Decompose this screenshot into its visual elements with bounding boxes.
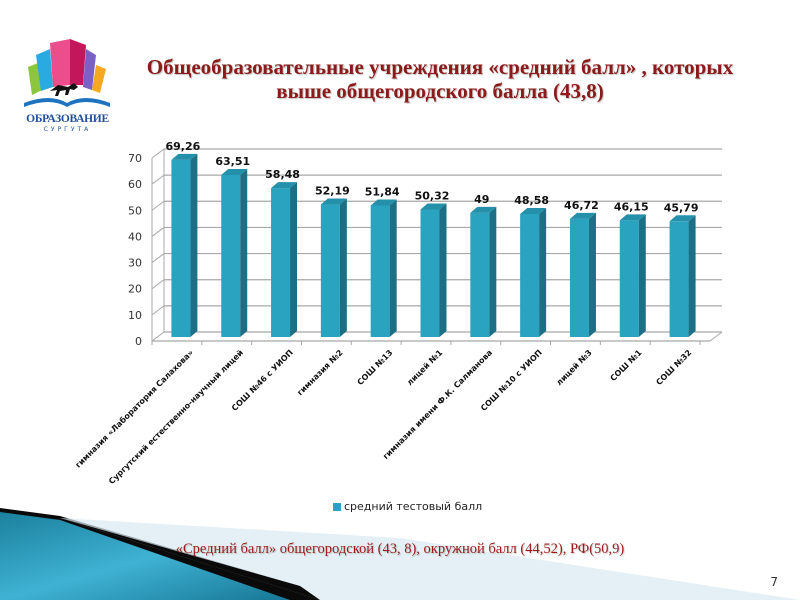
y-tick-label: 0 bbox=[135, 335, 142, 348]
bar bbox=[320, 198, 347, 337]
bar bbox=[470, 206, 497, 337]
x-category-label: гимназия имени Ф.К. Салманова bbox=[381, 348, 494, 461]
bar bbox=[271, 182, 298, 337]
y-tick-label: 30 bbox=[128, 257, 142, 270]
bar bbox=[569, 212, 596, 337]
logo: ОБРАЗОВАНИЕ СУРГУТА bbox=[20, 35, 115, 135]
data-label: 46,72 bbox=[564, 199, 599, 212]
x-category-label: лицей №1 bbox=[405, 348, 444, 387]
y-tick-label: 70 bbox=[128, 152, 142, 165]
slide-title-line2: выше общегородского балла (43,8) bbox=[276, 79, 604, 103]
x-category-label: лицей №3 bbox=[555, 348, 594, 387]
data-label: 45,79 bbox=[664, 201, 699, 214]
y-tick-label: 40 bbox=[128, 230, 142, 243]
legend-swatch bbox=[333, 502, 341, 511]
chart-legend: средний тестовый балл bbox=[333, 500, 482, 513]
y-tick-label: 10 bbox=[128, 309, 142, 322]
bar bbox=[171, 153, 198, 337]
slide-title: Общеобразовательные учреждения «средний … bbox=[110, 55, 770, 103]
y-tick-label: 50 bbox=[128, 204, 142, 217]
footer-note: «Средний балл» общегородской (43, 8), ок… bbox=[175, 541, 625, 557]
bar bbox=[619, 214, 646, 337]
data-label: 69,26 bbox=[166, 140, 201, 153]
logo-text-city: СУРГУТА bbox=[43, 126, 92, 133]
bar bbox=[669, 215, 696, 337]
data-label: 46,15 bbox=[614, 200, 649, 213]
y-tick-label: 20 bbox=[128, 283, 142, 296]
legend-label: средний тестовый балл bbox=[344, 500, 483, 513]
decorative-wave bbox=[0, 508, 800, 600]
data-label: 52,19 bbox=[315, 185, 350, 198]
bar bbox=[370, 199, 397, 337]
x-category-label: СОШ №1 bbox=[609, 348, 644, 383]
data-label: 50,32 bbox=[415, 189, 450, 202]
data-label: 48,58 bbox=[514, 194, 549, 207]
bar bbox=[520, 207, 547, 337]
x-category-label: СОШ №13 bbox=[356, 348, 395, 387]
books-logo-icon bbox=[24, 39, 110, 107]
x-category-label: гимназия №2 bbox=[295, 348, 344, 397]
data-label: 51,84 bbox=[365, 185, 400, 198]
data-label: 58,48 bbox=[265, 168, 300, 181]
y-tick-label: 60 bbox=[128, 178, 142, 191]
slide-title-line1: Общеобразовательные учреждения «средний … bbox=[146, 55, 734, 79]
data-label: 63,51 bbox=[215, 155, 250, 168]
x-category-label: СОШ №32 bbox=[654, 348, 693, 387]
bar bbox=[221, 168, 248, 337]
page-number: 7 bbox=[770, 575, 778, 589]
bar bbox=[420, 203, 447, 337]
logo-text-main: ОБРАЗОВАНИЕ bbox=[26, 113, 109, 125]
data-label: 49 bbox=[474, 193, 489, 206]
